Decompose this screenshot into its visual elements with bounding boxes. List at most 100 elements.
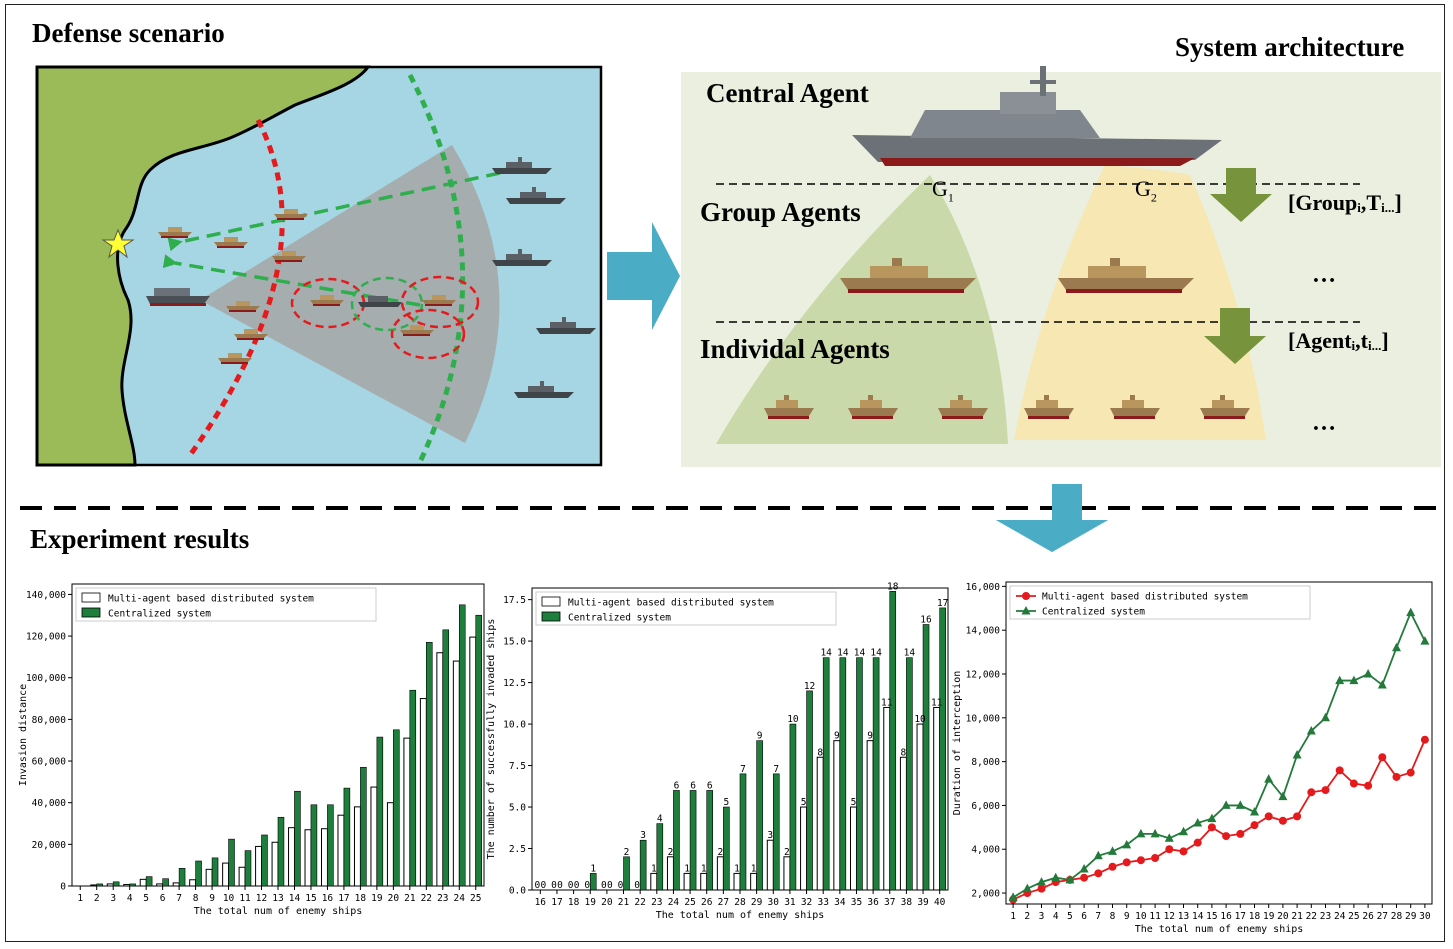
bar-centralized bbox=[426, 642, 433, 887]
bar-centralized bbox=[211, 857, 219, 887]
point-distributed bbox=[1349, 779, 1358, 788]
bar-distributed bbox=[353, 806, 361, 887]
x-tick-label: 12 bbox=[256, 893, 267, 904]
x-tick-label: 33 bbox=[817, 897, 828, 908]
bar-label-centralized: 0 bbox=[540, 880, 546, 891]
x-tick-label: 13 bbox=[272, 893, 283, 904]
bar-centralized bbox=[393, 729, 400, 887]
x-tick-label: 16 bbox=[535, 897, 547, 908]
y-tick-label: 2,000 bbox=[971, 889, 1000, 900]
group-1-label: G1 bbox=[932, 176, 954, 205]
x-tick-label: 21 bbox=[618, 897, 630, 908]
bar-label-distributed: 11 bbox=[931, 697, 943, 708]
legend-marker-distributed bbox=[1022, 592, 1030, 600]
bar-label-centralized: 0 bbox=[557, 880, 563, 891]
x-tick-label: 2 bbox=[94, 893, 100, 904]
legend-swatch-distributed bbox=[81, 592, 101, 603]
line-centralized bbox=[1012, 610, 1426, 899]
bar-centralized bbox=[806, 690, 813, 891]
x-tick-label: 23 bbox=[437, 893, 448, 904]
y-tick-label: 12.5 bbox=[503, 678, 526, 689]
y-tick-label: 10.0 bbox=[503, 720, 526, 731]
bar-distributed bbox=[849, 806, 857, 891]
bar-distributed bbox=[436, 652, 444, 887]
x-tick-label: 29 bbox=[751, 897, 763, 908]
x-tick-label: 7 bbox=[1095, 911, 1101, 922]
x-tick-label: 4 bbox=[1053, 911, 1059, 922]
agent-bracket-post: ] bbox=[1381, 328, 1389, 353]
bar-centralized bbox=[739, 773, 747, 891]
point-distributed bbox=[1122, 858, 1131, 867]
bar-label-centralized: 9 bbox=[757, 731, 763, 742]
group-2-label: G2 bbox=[1135, 176, 1157, 205]
bar-distributed bbox=[205, 868, 213, 887]
bar-centralized bbox=[872, 657, 880, 891]
bar-label-distributed: 0 bbox=[568, 880, 574, 891]
bar-label-distributed: 11 bbox=[881, 697, 893, 708]
legend-label-distributed: Multi-agent based distributed system bbox=[1042, 592, 1248, 603]
x-axis-label: The total num of enemy ships bbox=[656, 910, 825, 921]
ellipsis-groups: … bbox=[1312, 262, 1340, 288]
bar-distributed bbox=[933, 706, 941, 891]
bar-label-centralized: 14 bbox=[870, 648, 882, 659]
agent-bracket-pre: [Agent bbox=[1288, 328, 1352, 353]
x-tick-label: 21 bbox=[404, 893, 416, 904]
x-tick-label: 17 bbox=[551, 897, 562, 908]
x-tick-label: 18 bbox=[568, 897, 580, 908]
bar-distributed bbox=[90, 884, 98, 887]
central-ship-icon bbox=[852, 66, 1222, 166]
bar-label-centralized: 6 bbox=[690, 780, 696, 791]
x-tick-label: 39 bbox=[917, 897, 929, 908]
y-axis-label: Duration of interception bbox=[952, 671, 963, 816]
point-distributed bbox=[1136, 856, 1145, 865]
bar-label-distributed: 8 bbox=[901, 747, 907, 758]
point-centralized bbox=[1420, 636, 1430, 645]
bar-label-distributed: 0 bbox=[618, 880, 624, 891]
point-centralized bbox=[1093, 850, 1103, 860]
bar-centralized bbox=[145, 876, 153, 887]
bar-label-distributed: 0 bbox=[584, 880, 590, 891]
y-tick-label: 100,000 bbox=[26, 673, 66, 684]
x-tick-label: 19 bbox=[371, 893, 383, 904]
group-bracket-sub2: i... bbox=[1381, 200, 1395, 215]
point-distributed bbox=[1420, 735, 1429, 744]
bar-label-distributed: 0 bbox=[534, 880, 540, 891]
bar-label-distributed: 1 bbox=[684, 863, 690, 874]
x-tick-label: 28 bbox=[1391, 911, 1403, 922]
point-distributed bbox=[1165, 845, 1174, 854]
y-tick-label: 60,000 bbox=[32, 757, 67, 768]
point-distributed bbox=[1236, 829, 1245, 838]
y-tick-label: 5.0 bbox=[509, 803, 526, 814]
y-tick-label: 7.5 bbox=[509, 761, 526, 772]
bar-label-centralized: 7 bbox=[740, 764, 746, 775]
group-1-zone bbox=[716, 175, 1008, 444]
x-tick-label: 28 bbox=[734, 897, 746, 908]
x-tick-label: 36 bbox=[867, 897, 879, 908]
legend-swatch-distributed bbox=[541, 596, 561, 607]
group-1-letter: G bbox=[932, 176, 948, 201]
x-tick-label: 32 bbox=[801, 897, 812, 908]
group-agents-label: Group Agents bbox=[700, 197, 861, 227]
group-ship-icon bbox=[840, 258, 976, 293]
defense-scenario-heading: Defense scenario bbox=[32, 18, 225, 48]
x-tick-label: 5 bbox=[143, 893, 149, 904]
bar-distributed bbox=[419, 698, 427, 887]
bar-label-centralized: 5 bbox=[723, 797, 729, 808]
bar-distributed bbox=[733, 872, 741, 891]
bar-label-centralized: 0 bbox=[607, 880, 613, 891]
bar-label-distributed: 3 bbox=[767, 830, 773, 841]
bar-label-centralized: 3 bbox=[640, 830, 646, 841]
x-tick-label: 25 bbox=[684, 897, 695, 908]
y-tick-label: 12,000 bbox=[966, 670, 1001, 681]
bar-label-distributed: 2 bbox=[717, 847, 723, 858]
x-tick-label: 15 bbox=[305, 893, 316, 904]
individual-ships bbox=[764, 395, 1250, 419]
group-bracket-label: [Groupi,Ti...] bbox=[1288, 190, 1402, 216]
bar-distributed bbox=[370, 786, 378, 887]
x-tick-label: 6 bbox=[160, 893, 166, 904]
point-centralized bbox=[1037, 877, 1046, 886]
bar-centralized bbox=[162, 878, 169, 887]
bar-centralized bbox=[310, 804, 318, 887]
bar-label-centralized: 10 bbox=[787, 714, 799, 725]
bar-centralized bbox=[889, 591, 897, 891]
